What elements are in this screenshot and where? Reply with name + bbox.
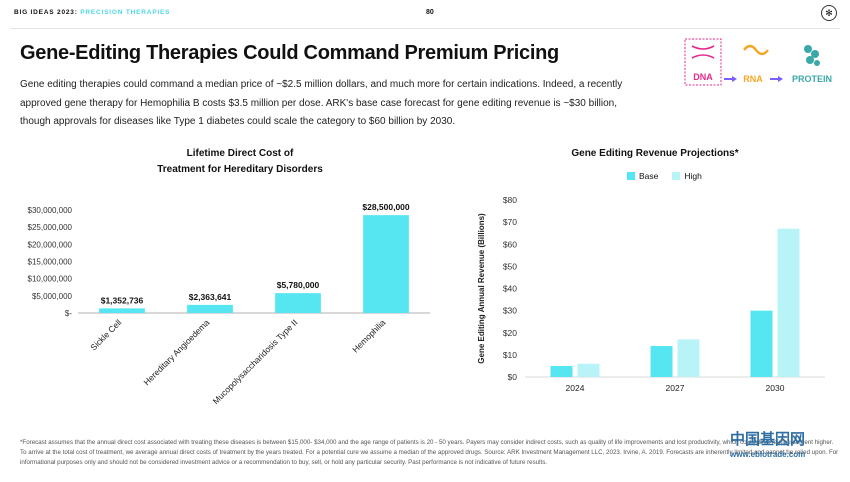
y-tick-label: $60 xyxy=(503,239,517,249)
y-tick-label: $70 xyxy=(503,217,517,227)
bar-high xyxy=(577,363,600,377)
report-series: BIG IDEAS 2023: xyxy=(14,9,78,16)
data-label: $1,352,736 xyxy=(101,295,144,305)
y-tick-label: $25,000,000 xyxy=(28,223,73,232)
dna-label: DNA xyxy=(693,72,713,82)
y-tick-label: $20,000,000 xyxy=(28,240,73,249)
x-tick-label: Mucopolysaccharidosis Type II xyxy=(211,317,300,406)
y-tick-label: $0 xyxy=(508,372,518,382)
y-tick-label: $50 xyxy=(503,261,517,271)
chart1-title-line1: Lifetime Direct Cost of xyxy=(186,148,294,159)
data-label: $2,363,641 xyxy=(189,292,232,302)
data-label: $28,500,000 xyxy=(362,202,410,212)
page-number: 80 xyxy=(426,9,434,16)
data-label: $5,780,000 xyxy=(277,280,320,290)
report-header: BIG IDEAS 2023: PRECISION THERAPIES xyxy=(14,9,170,16)
intro-paragraph: Gene editing therapies could command a m… xyxy=(20,79,623,127)
y-tick-label: $20 xyxy=(503,328,517,338)
bar xyxy=(187,304,233,313)
protein-icon xyxy=(804,45,820,66)
bar-high xyxy=(777,228,800,377)
legend-item-high: High xyxy=(672,171,702,181)
central-dogma-graphic: DNA RNA PROTEIN xyxy=(684,38,832,86)
y-tick-label: $10 xyxy=(503,350,517,360)
x-tick-label: Hereditary Angioedema xyxy=(142,317,212,387)
bar-base xyxy=(650,346,673,377)
ark-logo-icon: ✻ xyxy=(821,5,837,21)
y-tick-label: $40 xyxy=(503,284,517,294)
y-tick-label: $- xyxy=(65,309,72,318)
arrow-head-icon xyxy=(732,76,737,82)
x-tick-label: 2030 xyxy=(766,383,785,393)
x-tick-label: Hemophilia xyxy=(350,317,387,354)
y-tick-label: $80 xyxy=(503,195,517,205)
y-tick-label: $5,000,000 xyxy=(32,292,73,301)
bar xyxy=(275,293,321,313)
page-title: Gene-Editing Therapies Could Command Pre… xyxy=(20,42,559,64)
legend-label-high: High xyxy=(684,171,702,181)
dna-helix-icon xyxy=(691,45,715,59)
legend-swatch-high xyxy=(672,172,681,180)
header-divider xyxy=(10,28,840,29)
legend-swatch-base xyxy=(627,172,635,180)
legend-label-base: Base xyxy=(639,171,659,181)
bar xyxy=(363,215,409,313)
y-tick-label: $30,000,000 xyxy=(28,206,73,215)
watermark-title: 中国基因网 xyxy=(730,431,806,448)
bar-base xyxy=(750,310,773,377)
footnote: *Forecast assumes that the annual direct… xyxy=(20,439,839,466)
arrow-head-icon xyxy=(778,76,783,82)
bar-base xyxy=(550,365,573,377)
y-axis-label: Gene Editing Annual Revenue (Billions) xyxy=(477,213,486,364)
protein-label: PROTEIN xyxy=(792,74,832,84)
chart1-title-line2: Treatment for Hereditary Disorders xyxy=(157,164,323,175)
legend-item-base: Base xyxy=(627,171,658,181)
y-tick-label: $30 xyxy=(503,306,517,316)
bar-high xyxy=(677,339,700,377)
rna-strand-icon xyxy=(743,44,769,56)
y-tick-label: $10,000,000 xyxy=(28,275,73,284)
y-tick-label: $15,000,000 xyxy=(28,258,73,267)
watermark-url: www.ebiotrade.com xyxy=(730,450,806,459)
dna-box xyxy=(684,38,722,86)
x-tick-label: 2024 xyxy=(566,383,585,393)
chart2-legend: Base High xyxy=(627,171,702,181)
chart2-title: Gene Editing Revenue Projections* xyxy=(571,148,739,159)
bar xyxy=(99,308,145,313)
watermark: 中国基因网 www.ebiotrade.com xyxy=(730,428,805,459)
x-tick-label: Sickle Cell xyxy=(88,317,123,352)
x-tick-label: 2027 xyxy=(666,383,685,393)
revenue-projection-chart: Gene Editing Annual Revenue (Billions) $0… xyxy=(477,195,825,393)
lifetime-cost-chart: $- $5,000,000 $10,000,000 $15,000,000 $20,00… xyxy=(28,202,430,406)
rna-label: RNA xyxy=(743,74,763,84)
chart1-title: Lifetime Direct Cost of Treatment for He… xyxy=(130,146,350,178)
report-section: PRECISION THERAPIES xyxy=(80,9,171,16)
